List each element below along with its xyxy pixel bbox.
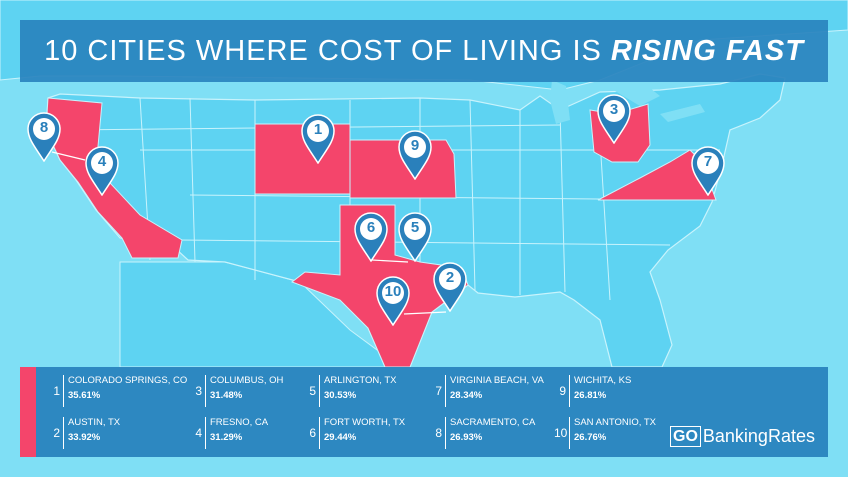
legend-entry-9: 9 WICHITA, KS 26.81% <box>554 371 672 411</box>
marker-number: 4 <box>97 153 107 170</box>
marker-number: 7 <box>703 153 713 170</box>
brand-go: GO <box>670 425 701 447</box>
legend-entry-5: 5 ARLINGTON, TX 30.53% <box>304 371 422 411</box>
legend-divider <box>205 417 206 449</box>
map-marker-8[interactable]: 8 <box>26 112 62 162</box>
lake-michigan <box>550 80 570 124</box>
legend-city: VIRGINIA BEACH, VA <box>450 375 544 386</box>
location-pin-icon <box>433 262 467 312</box>
legend-rank: 1 <box>53 384 60 398</box>
title-banner: 10 CITIES WHERE COST OF LIVING IS RISING… <box>20 20 828 82</box>
map-marker-10[interactable]: 10 <box>375 276 411 326</box>
location-pin-icon <box>398 130 432 180</box>
legend-divider <box>319 375 320 407</box>
legend-rank: 3 <box>195 384 202 398</box>
legend-divider <box>319 417 320 449</box>
legend-percent: 26.76% <box>574 432 607 443</box>
legend-swatch <box>20 367 36 457</box>
legend-entry-8: 8 SACRAMENTO, CA 26.93% <box>430 413 548 453</box>
legend-rank: 4 <box>195 426 202 440</box>
map-marker-9[interactable]: 9 <box>397 130 433 180</box>
legend-divider <box>445 417 446 449</box>
border-line <box>469 99 476 291</box>
location-pin-icon <box>376 276 410 326</box>
border-line <box>559 109 566 293</box>
legend-entry-6: 6 FORT WORTH, TX 29.44% <box>304 413 422 453</box>
legend-entry-10: 10 SAN ANTONIO, TX 26.76% <box>554 413 672 453</box>
legend-entry-3: 3 COLUMBUS, OH 31.48% <box>190 371 308 411</box>
lake-huron <box>610 80 660 106</box>
map-marker-1[interactable]: 1 <box>300 114 336 164</box>
map-marker-6[interactable]: 6 <box>353 212 389 262</box>
location-pin-icon <box>398 212 432 262</box>
location-pin-icon <box>85 146 119 196</box>
legend-rank: 8 <box>435 426 442 440</box>
border-line <box>189 97 196 263</box>
legend-divider <box>569 375 570 407</box>
brand-name: BankingRates <box>702 425 815 446</box>
legend-city: AUSTIN, TX <box>68 417 121 428</box>
border-line <box>599 139 611 301</box>
map-marker-5[interactable]: 5 <box>397 212 433 262</box>
map-marker-3[interactable]: 3 <box>596 94 632 144</box>
legend-percent: 26.81% <box>574 390 607 401</box>
connector-8 <box>51 151 86 161</box>
location-pin-icon <box>597 94 631 144</box>
marker-number: 3 <box>609 101 619 118</box>
marker-number: 10 <box>384 283 402 300</box>
location-pin-icon <box>27 112 61 162</box>
legend-divider <box>569 417 570 449</box>
legend-rank: 7 <box>435 384 442 398</box>
marker-number: 9 <box>410 137 420 154</box>
legend-divider <box>63 375 64 407</box>
legend-percent: 33.92% <box>68 432 101 443</box>
legend-rank: 10 <box>554 426 568 440</box>
legend-percent: 26.93% <box>450 432 483 443</box>
map-marker-2[interactable]: 2 <box>432 262 468 312</box>
legend-city: FORT WORTH, TX <box>324 417 406 428</box>
title-text: 10 CITIES WHERE COST OF LIVING IS <box>44 34 602 67</box>
connector-10-2 <box>403 311 447 315</box>
marker-number: 5 <box>410 219 420 236</box>
location-pin-icon <box>301 114 335 164</box>
marker-number: 6 <box>366 219 376 236</box>
legend-percent: 35.61% <box>68 390 101 401</box>
legend-percent: 28.34% <box>450 390 483 401</box>
legend-rank: 2 <box>53 426 60 440</box>
location-pin-icon <box>691 146 725 196</box>
legend-panel: 1 COLORADO SPRINGS, CO 35.61% 2 AUSTIN, … <box>20 367 828 457</box>
legend-entry-4: 4 FRESNO, CA 31.29% <box>190 413 308 453</box>
map-marker-4[interactable]: 4 <box>84 146 120 196</box>
marker-number: 8 <box>39 119 49 136</box>
legend-percent: 31.29% <box>210 432 243 443</box>
legend-city: SAN ANTONIO, TX <box>574 417 657 428</box>
legend-percent: 30.53% <box>324 390 357 401</box>
legend-rank: 6 <box>309 426 316 440</box>
legend-city: COLORADO SPRINGS, CO <box>68 375 188 386</box>
location-pin-icon <box>354 212 388 262</box>
legend-percent: 29.44% <box>324 432 357 443</box>
legend-entry-2: 2 AUSTIN, TX 33.92% <box>48 413 166 453</box>
map-marker-7[interactable]: 7 <box>690 146 726 196</box>
legend-percent: 31.48% <box>210 390 243 401</box>
marker-number: 1 <box>313 121 323 138</box>
legend-city: FRESNO, CA <box>210 417 269 428</box>
marker-connectors <box>51 151 447 315</box>
legend-rank: 9 <box>559 384 566 398</box>
legend-city: COLUMBUS, OH <box>210 375 284 386</box>
lake-erie <box>660 104 705 122</box>
marker-number: 2 <box>445 269 455 286</box>
legend-rank: 5 <box>309 384 316 398</box>
legend-city: SACRAMENTO, CA <box>450 417 536 428</box>
legend-divider <box>205 375 206 407</box>
legend-entry-7: 7 VIRGINIA BEACH, VA 28.34% <box>430 371 548 411</box>
legend-city: WICHITA, KS <box>574 375 632 386</box>
connector-6-5 <box>371 259 409 263</box>
legend-divider <box>63 417 64 449</box>
brand-logo: GO BankingRates <box>670 424 815 448</box>
legend-divider <box>445 375 446 407</box>
title-emphasis: RISING FAST <box>610 34 804 67</box>
legend-city: ARLINGTON, TX <box>324 375 397 386</box>
legend-entry-1: 1 COLORADO SPRINGS, CO 35.61% <box>48 371 187 411</box>
